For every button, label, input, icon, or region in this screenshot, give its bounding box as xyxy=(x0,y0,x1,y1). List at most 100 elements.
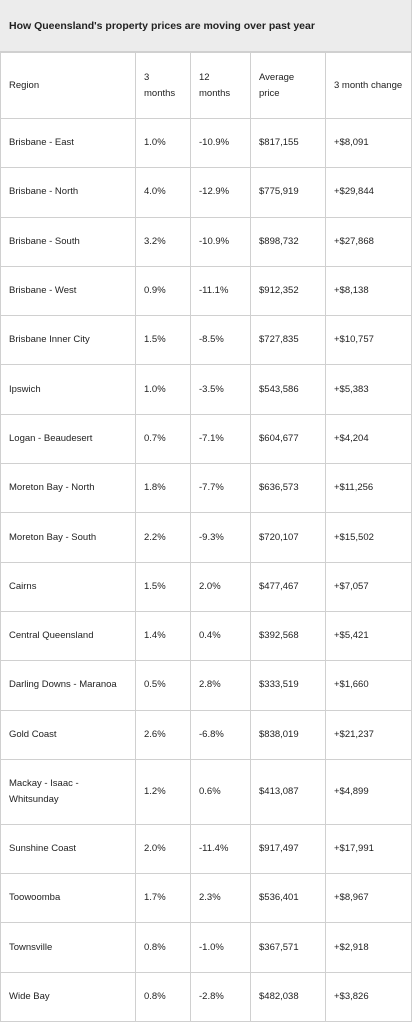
header-cell: 12 months xyxy=(190,52,251,119)
table-row: Toowoomba 1.7% 2.3% $536,401 +$8,967 xyxy=(0,873,412,924)
value-cell: 2.8% xyxy=(190,660,251,711)
value-cell: -10.9% xyxy=(190,216,251,267)
value-cell: $636,573 xyxy=(250,463,326,514)
value-cell: +$2,918 xyxy=(325,922,412,973)
value-cell: -11.1% xyxy=(190,265,251,317)
region-cell: Brisbane - South xyxy=(0,216,136,267)
value-cell: 1.4% xyxy=(135,610,191,662)
table-row: Brisbane Inner City 1.5% -8.5% $727,835 +$10… xyxy=(0,315,412,366)
value-cell: -8.5% xyxy=(190,315,251,366)
value-cell: -7.7% xyxy=(190,463,251,514)
value-cell: $898,732 xyxy=(250,216,326,267)
value-cell: 2.2% xyxy=(135,512,191,563)
value-cell: +$8,091 xyxy=(325,117,412,169)
region-cell: Central Queensland xyxy=(0,610,136,662)
value-cell: -6.8% xyxy=(190,709,251,760)
value-cell: 2.0% xyxy=(135,823,191,875)
value-cell: 1.8% xyxy=(135,463,191,514)
region-cell: Moreton Bay - South xyxy=(0,512,136,563)
table-title: How Queensland's property prices are mov… xyxy=(0,0,411,52)
table-row: Darling Downs - Maranoa 0.5% 2.8% $333,519 +… xyxy=(0,660,412,711)
value-cell: 0.6% xyxy=(190,758,251,825)
value-cell: -11.4% xyxy=(190,823,251,875)
header-cell: 3 month change xyxy=(325,52,412,119)
value-cell: 1.5% xyxy=(135,561,191,612)
region-cell: Mackay - Isaac - Whitsunday xyxy=(0,758,136,825)
value-cell: +$1,660 xyxy=(325,660,412,711)
value-cell: $367,571 xyxy=(250,922,326,973)
value-cell: 3.2% xyxy=(135,216,191,267)
value-cell: +$8,967 xyxy=(325,873,412,924)
value-cell: -1.0% xyxy=(190,922,251,973)
value-cell: +$27,868 xyxy=(325,216,412,267)
table-row: Logan - Beaudesert 0.7% -7.1% $604,677 +$4,2… xyxy=(0,413,412,465)
table-row: Brisbane - East 1.0% -10.9% $817,155 +$8,091 xyxy=(0,117,412,169)
region-cell: Brisbane - North xyxy=(0,167,136,218)
value-cell: +$4,204 xyxy=(325,413,412,465)
region-cell: Brisbane - West xyxy=(0,265,136,317)
value-cell: +$8,138 xyxy=(325,265,412,317)
table-row: Townsville 0.8% -1.0% $367,571 +$2,918 xyxy=(0,922,412,973)
value-cell: +$5,383 xyxy=(325,364,412,415)
value-cell: $482,038 xyxy=(250,971,326,1023)
header-cell: Average price xyxy=(250,52,326,119)
value-cell: 1.7% xyxy=(135,873,191,924)
region-cell: Sunshine Coast xyxy=(0,823,136,875)
value-cell: $727,835 xyxy=(250,315,326,366)
region-cell: Moreton Bay - North xyxy=(0,463,136,514)
value-cell: 0.4% xyxy=(190,610,251,662)
value-cell: 0.8% xyxy=(135,971,191,1023)
region-cell: Toowoomba xyxy=(0,873,136,924)
value-cell: -2.8% xyxy=(190,971,251,1023)
header-row: Region 3 months 12 months Average price 3 mo… xyxy=(0,52,412,119)
value-cell: $543,586 xyxy=(250,364,326,415)
value-cell: -10.9% xyxy=(190,117,251,169)
value-cell: $817,155 xyxy=(250,117,326,169)
value-cell: -3.5% xyxy=(190,364,251,415)
table-row: Moreton Bay - North 1.8% -7.7% $636,573 +$11… xyxy=(0,463,412,514)
region-cell: Brisbane - East xyxy=(0,117,136,169)
value-cell: 0.9% xyxy=(135,265,191,317)
value-cell: 1.0% xyxy=(135,364,191,415)
table-row: Ipswich 1.0% -3.5% $543,586 +$5,383 xyxy=(0,364,412,415)
value-cell: $775,919 xyxy=(250,167,326,218)
value-cell: +$17,991 xyxy=(325,823,412,875)
price-table: Region 3 months 12 months Average price 3 mo… xyxy=(0,52,412,1023)
region-cell: Ipswich xyxy=(0,364,136,415)
value-cell: 0.7% xyxy=(135,413,191,465)
header-cell: 3 months xyxy=(135,52,191,119)
value-cell: $392,568 xyxy=(250,610,326,662)
value-cell: $720,107 xyxy=(250,512,326,563)
value-cell: $604,677 xyxy=(250,413,326,465)
value-cell: $838,019 xyxy=(250,709,326,760)
table-row: Wide Bay 0.8% -2.8% $482,038 +$3,826 xyxy=(0,971,412,1023)
region-cell: Townsville xyxy=(0,922,136,973)
value-cell: -12.9% xyxy=(190,167,251,218)
value-cell: +$10,757 xyxy=(325,315,412,366)
table-row: Gold Coast 2.6% -6.8% $838,019 +$21,237 xyxy=(0,709,412,760)
header-cell: Region xyxy=(0,52,136,119)
table-row: Brisbane - South 3.2% -10.9% $898,732 +$27,8… xyxy=(0,216,412,267)
table-row: Central Queensland 1.4% 0.4% $392,568 +$5,42… xyxy=(0,610,412,662)
value-cell: $477,467 xyxy=(250,561,326,612)
table-row: Brisbane - North 4.0% -12.9% $775,919 +$29,8… xyxy=(0,167,412,218)
value-cell: -9.3% xyxy=(190,512,251,563)
value-cell: 0.8% xyxy=(135,922,191,973)
table-row: Mackay - Isaac - Whitsunday 1.2% 0.6% $413,… xyxy=(0,758,412,825)
value-cell: $536,401 xyxy=(250,873,326,924)
table-row: Moreton Bay - South 2.2% -9.3% $720,107 +$15… xyxy=(0,512,412,563)
region-cell: Darling Downs - Maranoa xyxy=(0,660,136,711)
table-row: Cairns 1.5% 2.0% $477,467 +$7,057 xyxy=(0,561,412,612)
value-cell: +$15,502 xyxy=(325,512,412,563)
region-cell: Logan - Beaudesert xyxy=(0,413,136,465)
value-cell: 4.0% xyxy=(135,167,191,218)
value-cell: 2.6% xyxy=(135,709,191,760)
value-cell: $912,352 xyxy=(250,265,326,317)
value-cell: 1.0% xyxy=(135,117,191,169)
value-cell: 2.3% xyxy=(190,873,251,924)
value-cell: 0.5% xyxy=(135,660,191,711)
value-cell: 1.5% xyxy=(135,315,191,366)
value-cell: +$4,899 xyxy=(325,758,412,825)
value-cell: $333,519 xyxy=(250,660,326,711)
